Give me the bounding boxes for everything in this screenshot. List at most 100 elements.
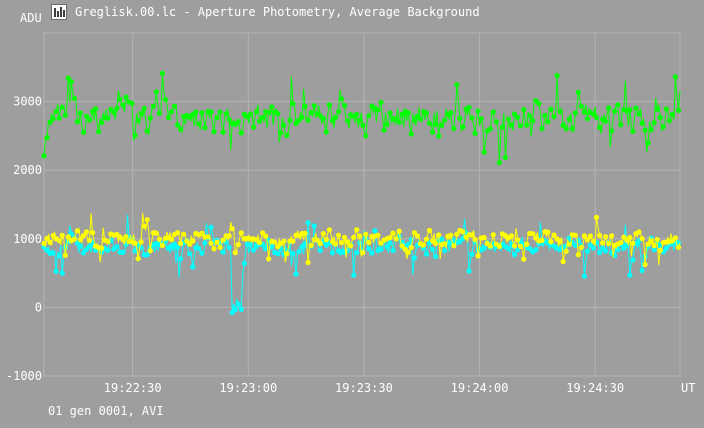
data-point	[144, 252, 150, 258]
data-point	[320, 231, 326, 237]
data-point	[299, 114, 305, 120]
data-point	[375, 232, 381, 238]
data-point	[493, 119, 499, 125]
data-point	[423, 110, 430, 116]
data-point	[77, 243, 83, 249]
data-point	[338, 240, 345, 246]
data-point	[642, 127, 648, 133]
data-point	[202, 125, 208, 131]
data-point	[59, 270, 65, 276]
series-1	[41, 214, 682, 316]
data-point	[223, 111, 229, 117]
data-point	[411, 255, 417, 261]
data-point	[654, 106, 660, 112]
data-point	[660, 124, 666, 130]
data-point	[469, 232, 475, 238]
data-point	[284, 132, 290, 139]
data-point	[675, 244, 682, 250]
data-point	[141, 223, 147, 229]
data-point	[220, 249, 226, 255]
y-axis-label: ADU	[20, 11, 42, 25]
data-point	[600, 240, 606, 246]
data-point	[260, 114, 266, 120]
data-point	[266, 109, 272, 115]
data-point	[263, 233, 269, 239]
data-point	[584, 248, 591, 254]
data-point	[454, 231, 460, 237]
data-point	[250, 247, 257, 253]
data-point	[281, 238, 287, 244]
series-line	[43, 214, 681, 313]
data-point	[618, 122, 624, 128]
data-point	[639, 120, 645, 126]
data-point	[587, 233, 594, 239]
data-point	[196, 121, 202, 127]
data-point	[363, 133, 369, 139]
data-point	[521, 107, 527, 113]
data-point	[217, 109, 223, 115]
data-point	[411, 117, 417, 123]
data-point	[341, 234, 348, 240]
data-point	[408, 244, 414, 251]
data-point	[326, 227, 332, 233]
data-point	[502, 154, 508, 160]
data-point	[593, 114, 600, 121]
data-point	[208, 109, 214, 115]
series-0	[41, 70, 682, 166]
data-point	[457, 115, 463, 122]
data-point	[420, 242, 427, 248]
data-point	[505, 245, 512, 251]
data-point	[105, 247, 111, 253]
data-point	[278, 130, 284, 136]
data-point	[332, 241, 338, 247]
data-point	[77, 110, 83, 116]
data-point	[518, 123, 524, 129]
data-point	[168, 109, 175, 115]
data-point	[153, 230, 159, 236]
data-point	[557, 109, 563, 115]
data-point	[296, 248, 302, 255]
data-point	[375, 107, 381, 113]
data-point	[508, 233, 515, 239]
data-point	[609, 128, 615, 134]
data-point	[563, 126, 569, 132]
data-point	[99, 120, 105, 126]
data-point	[675, 107, 682, 113]
data-point	[597, 250, 603, 256]
data-point	[269, 104, 275, 110]
data-point	[44, 135, 50, 141]
data-point	[354, 250, 360, 256]
data-point	[648, 238, 654, 245]
data-point	[235, 119, 241, 125]
data-point	[615, 102, 621, 108]
data-point	[199, 230, 205, 236]
data-point	[314, 237, 320, 243]
data-point	[572, 242, 578, 248]
data-point	[618, 240, 624, 246]
data-point	[311, 103, 317, 109]
data-point	[630, 257, 636, 263]
data-point	[548, 106, 554, 112]
data-point	[311, 223, 317, 229]
data-point	[454, 82, 460, 88]
data-point	[74, 119, 80, 125]
data-point	[275, 111, 281, 117]
data-point	[196, 245, 202, 252]
data-point	[572, 110, 578, 116]
data-point	[232, 250, 238, 256]
data-point	[56, 115, 62, 121]
data-point	[581, 273, 588, 279]
data-point	[220, 129, 226, 135]
series-2	[41, 212, 682, 268]
data-point	[639, 236, 645, 242]
data-point	[545, 119, 551, 125]
data-point	[387, 235, 393, 241]
data-point	[399, 243, 405, 249]
chart-app-icon[interactable]	[51, 4, 67, 20]
data-point	[387, 240, 393, 246]
data-point	[74, 228, 80, 234]
data-point	[478, 116, 484, 122]
data-point	[651, 243, 657, 249]
series-group	[41, 70, 682, 316]
data-point	[472, 130, 478, 136]
